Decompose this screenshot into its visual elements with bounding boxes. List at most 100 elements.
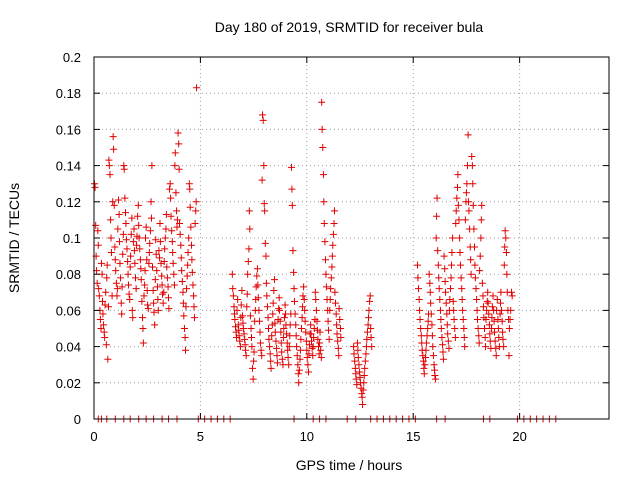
x-tick-label: 15 <box>406 429 420 444</box>
data-point <box>258 352 266 360</box>
data-point <box>125 290 133 298</box>
data-point <box>461 343 469 351</box>
data-point <box>350 350 358 358</box>
data-point <box>128 306 136 314</box>
data-point <box>317 353 325 361</box>
data-point <box>312 296 320 304</box>
data-point <box>105 162 113 170</box>
data-point <box>170 270 178 278</box>
data-point <box>478 279 486 287</box>
data-point <box>439 355 447 363</box>
data-point <box>441 265 449 273</box>
data-point <box>322 256 330 264</box>
data-point <box>448 248 456 256</box>
data-point <box>177 241 185 249</box>
data-point <box>335 352 343 360</box>
data-point <box>277 328 285 336</box>
data-point <box>177 254 185 262</box>
data-point <box>276 306 284 314</box>
data-point <box>462 189 470 197</box>
data-point <box>150 308 158 316</box>
data-point <box>167 194 175 202</box>
data-point <box>245 245 253 253</box>
data-point <box>235 332 243 340</box>
data-point <box>421 361 429 369</box>
data-point <box>249 375 257 383</box>
data-point <box>446 285 454 293</box>
data-point <box>119 230 127 238</box>
data-point <box>161 245 169 253</box>
data-point <box>300 283 308 291</box>
data-point <box>259 116 267 124</box>
data-point <box>239 325 247 332</box>
data-point <box>173 223 181 231</box>
data-point <box>261 207 269 215</box>
data-point <box>492 352 500 360</box>
data-point <box>331 288 339 296</box>
data-point <box>246 225 254 233</box>
data-point <box>263 303 271 311</box>
data-point <box>138 297 146 305</box>
data-point <box>101 334 109 342</box>
data-point <box>192 198 200 206</box>
data-point <box>288 185 296 193</box>
data-point <box>299 303 307 311</box>
data-point <box>143 256 151 264</box>
data-point <box>94 227 102 235</box>
data-point <box>153 267 161 275</box>
data-point <box>238 286 246 294</box>
data-point <box>442 288 450 296</box>
data-point <box>469 180 477 188</box>
data-point <box>107 216 115 224</box>
data-point <box>473 306 481 314</box>
data-point <box>427 299 435 307</box>
data-point <box>97 259 105 267</box>
data-point <box>187 223 195 231</box>
data-point <box>139 325 147 332</box>
data-point <box>256 317 264 325</box>
data-point <box>367 325 375 332</box>
plot-frame <box>93 56 610 420</box>
data-point <box>315 350 323 358</box>
data-point <box>263 292 271 300</box>
data-point <box>337 334 345 342</box>
data-point <box>175 140 183 148</box>
data-point <box>285 361 293 369</box>
data-point <box>171 162 179 170</box>
data-point <box>290 297 298 305</box>
data-point <box>350 343 358 351</box>
data-point <box>497 288 505 296</box>
data-point <box>154 306 162 314</box>
data-point <box>114 196 122 204</box>
data-point <box>433 194 441 202</box>
data-point <box>476 267 484 275</box>
data-point <box>439 348 447 356</box>
data-point <box>432 234 440 242</box>
data-point <box>188 268 196 276</box>
data-point <box>469 201 477 209</box>
data-point <box>130 247 138 255</box>
data-point <box>149 286 157 294</box>
data-point <box>243 290 251 298</box>
data-point <box>450 315 458 323</box>
data-point <box>427 310 435 318</box>
data-point <box>107 248 115 256</box>
data-point <box>352 375 360 383</box>
data-point <box>353 381 361 389</box>
data-point <box>318 125 326 133</box>
data-point <box>131 259 139 267</box>
data-point <box>296 346 304 354</box>
data-point <box>284 353 292 361</box>
data-point <box>333 321 341 329</box>
data-point <box>439 341 447 349</box>
grid <box>94 57 609 419</box>
data-point <box>186 185 194 193</box>
data-point <box>431 372 439 380</box>
data-point <box>167 212 175 220</box>
data-point <box>248 343 256 351</box>
data-point <box>285 343 293 351</box>
data-point <box>111 256 119 264</box>
data-point <box>442 299 450 307</box>
data-point <box>463 180 471 188</box>
data-point <box>151 276 159 284</box>
